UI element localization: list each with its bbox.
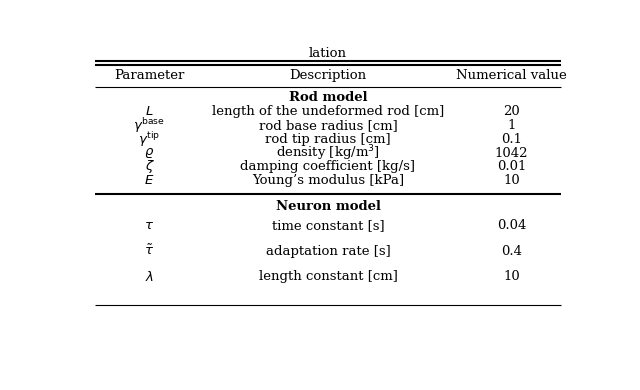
Text: 0.1: 0.1 <box>501 133 522 146</box>
Text: Parameter: Parameter <box>115 69 184 82</box>
Text: 1: 1 <box>508 119 516 132</box>
Text: $\gamma^\mathrm{base}$: $\gamma^\mathrm{base}$ <box>133 116 166 135</box>
Text: 20: 20 <box>503 105 520 118</box>
Text: rod tip radius [cm]: rod tip radius [cm] <box>265 133 391 146</box>
Text: Numerical value: Numerical value <box>456 69 567 82</box>
Text: $E$: $E$ <box>144 174 155 187</box>
Text: 0.04: 0.04 <box>497 219 526 232</box>
Text: Rod model: Rod model <box>289 91 367 104</box>
Text: 10: 10 <box>503 270 520 283</box>
Text: rod base radius [cm]: rod base radius [cm] <box>259 119 397 132</box>
Text: $\tilde{\tau}$: $\tilde{\tau}$ <box>145 244 154 258</box>
Text: 0.4: 0.4 <box>501 245 522 257</box>
Text: $\varrho$: $\varrho$ <box>144 146 155 160</box>
Text: $\lambda$: $\lambda$ <box>145 269 154 284</box>
Text: length of the undeformed rod [cm]: length of the undeformed rod [cm] <box>212 105 444 118</box>
Text: lation: lation <box>309 47 347 60</box>
Text: adaptation rate [s]: adaptation rate [s] <box>266 245 390 257</box>
Text: density [kg/m$^3$]: density [kg/m$^3$] <box>276 143 380 163</box>
Text: $L$: $L$ <box>145 105 154 118</box>
Text: Young’s modulus [kPa]: Young’s modulus [kPa] <box>252 174 404 187</box>
Text: $\tau$: $\tau$ <box>145 219 154 232</box>
Text: time constant [s]: time constant [s] <box>272 219 384 232</box>
Text: length constant [cm]: length constant [cm] <box>259 270 397 283</box>
Text: Neuron model: Neuron model <box>275 200 381 213</box>
Text: damping coefficient [kg/s]: damping coefficient [kg/s] <box>241 160 415 174</box>
Text: 10: 10 <box>503 174 520 187</box>
Text: 1042: 1042 <box>495 147 528 160</box>
Text: 0.01: 0.01 <box>497 160 526 174</box>
Text: $\gamma^\mathrm{tip}$: $\gamma^\mathrm{tip}$ <box>138 130 161 149</box>
Text: Description: Description <box>289 69 367 82</box>
Text: $\zeta$: $\zeta$ <box>145 158 154 176</box>
